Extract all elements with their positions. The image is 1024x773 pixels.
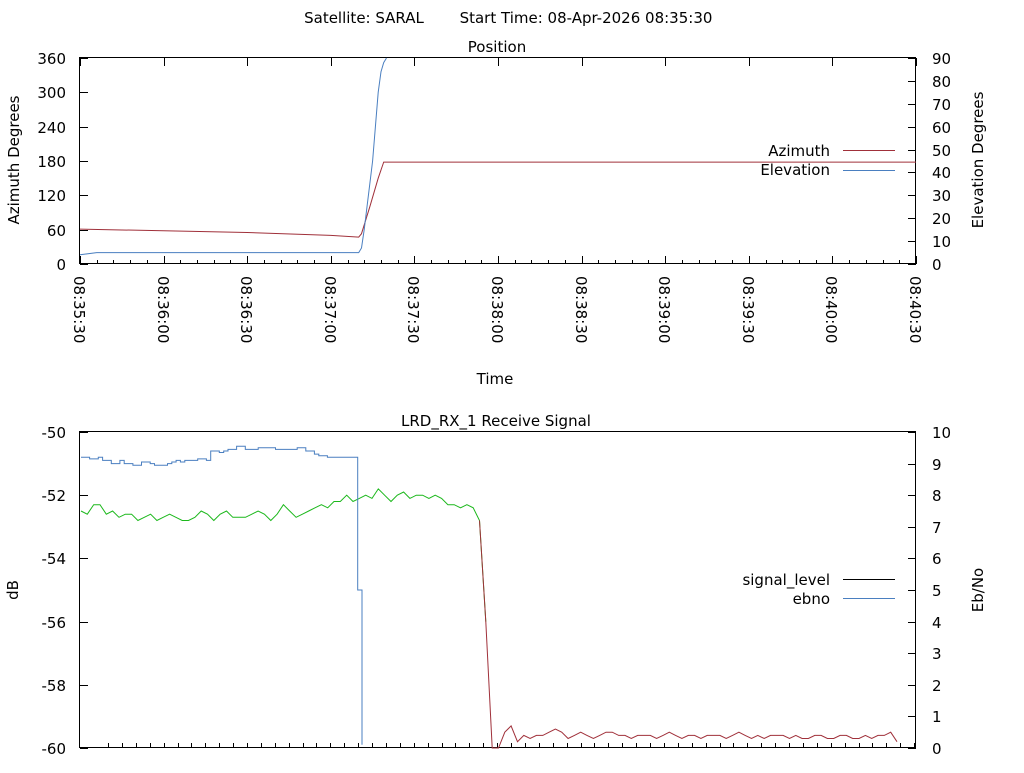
- ebno-line: [81, 445, 363, 745]
- position-y2-tick-label: 10: [932, 233, 951, 251]
- legend-signal-level-label: signal_level: [742, 571, 830, 590]
- position-y2-tick-label: 20: [932, 210, 951, 228]
- position-x-tick-label: 08:39:00: [655, 276, 673, 343]
- position-y2-label: Elevation Degrees: [969, 91, 987, 228]
- signal-y-tick-label: -50: [42, 424, 67, 442]
- start-time-label: Start Time: 08-Apr-2026 08:35:30: [460, 9, 713, 27]
- position-x-tick-label: 08:35:30: [70, 276, 88, 343]
- signal-y2-label: Eb/No: [969, 568, 987, 612]
- signal-y2-tick-label: 2: [932, 677, 942, 695]
- position-x-label: Time: [476, 370, 514, 388]
- legend-elevation-label: Elevation: [760, 161, 830, 179]
- azimuth-line: [79, 161, 916, 238]
- signal-level-low-line: [479, 520, 898, 749]
- signal-y2-tick-label: 10: [932, 424, 951, 442]
- signal-y2-tick-label: 5: [932, 582, 942, 600]
- position-x-tick-label: 08:40:00: [822, 276, 840, 343]
- position-y2-tick-label: 60: [932, 119, 951, 137]
- position-y-tick-label: 360: [37, 50, 66, 68]
- signal-series: [80, 445, 898, 749]
- position-y2-tick-label: 70: [932, 96, 951, 114]
- position-y-label: Azimuth Degrees: [5, 95, 23, 224]
- position-x-tick-label: 08:36:30: [237, 276, 255, 343]
- signal-level-line: [80, 488, 487, 622]
- legend-ebno-label: ebno: [793, 590, 830, 608]
- signal-y-label: dB: [4, 580, 22, 600]
- position-y2-tick-label: 30: [932, 187, 951, 205]
- signal-y-tick-label: -58: [42, 677, 67, 695]
- position-y2-tick-label: 50: [932, 142, 951, 160]
- elevation-line: [79, 57, 387, 256]
- position-y-tick-label: 300: [37, 84, 66, 102]
- signal-y2-tick-label: 1: [932, 708, 942, 726]
- position-y-tick-label: 0: [56, 256, 66, 274]
- position-x-tick-label: 08:38:30: [572, 276, 590, 343]
- signal-y2-tick-label: 4: [932, 614, 942, 632]
- signal-y2-tick-label: 3: [932, 645, 942, 663]
- position-x-tick-label: 08:38:00: [488, 276, 506, 343]
- signal-y2-tick-label: 9: [932, 456, 942, 474]
- position-x-tick-label: 08:40:30: [906, 276, 924, 343]
- position-y2-tick-label: 40: [932, 164, 951, 182]
- position-series: [79, 57, 916, 256]
- legend-azimuth-label: Azimuth: [768, 142, 830, 160]
- position-y-tick-label: 120: [37, 187, 66, 205]
- position-y2-tick-label: 90: [932, 50, 951, 68]
- position-y-tick-label: 240: [37, 119, 66, 137]
- signal-title: LRD_RX_1 Receive Signal: [401, 412, 591, 431]
- position-x-tick-label: 08:37:00: [321, 276, 339, 343]
- signal-y2-tick-label: 6: [932, 550, 942, 568]
- signal-y2-tick-label: 0: [932, 740, 942, 758]
- signal-axes: -60 -58 -56 -54 -52 -50 0 1 2 3 4 5 6 7 8 9 10: [42, 424, 952, 758]
- position-x-tick-label: 08:36:00: [154, 276, 172, 343]
- position-y2-tick-label: 80: [932, 73, 951, 91]
- signal-frame: [79, 431, 916, 748]
- position-frame: [79, 57, 916, 264]
- position-y2-tick-label: 0: [932, 256, 942, 274]
- signal-y-tick-label: -54: [42, 550, 67, 568]
- position-x-tick-label: 08:37:30: [404, 276, 422, 343]
- position-y-tick-label: 180: [37, 153, 66, 171]
- signal-y-tick-label: -56: [42, 614, 67, 632]
- position-x-tick-label: 08:39:30: [739, 276, 757, 343]
- position-y-tick-label: 60: [47, 222, 66, 240]
- satellite-label: Satellite: SARAL: [304, 9, 424, 27]
- signal-y-tick-label: -60: [42, 740, 67, 758]
- position-axes: 0 60 120 180 240 300 360 0 10 20 30 40 50 60 70 80 90 08:…: [37, 50, 951, 343]
- signal-y2-tick-label: 8: [932, 487, 942, 505]
- signal-y-tick-label: -52: [42, 487, 67, 505]
- position-title: Position: [468, 38, 526, 56]
- signal-y2-tick-label: 7: [932, 519, 942, 537]
